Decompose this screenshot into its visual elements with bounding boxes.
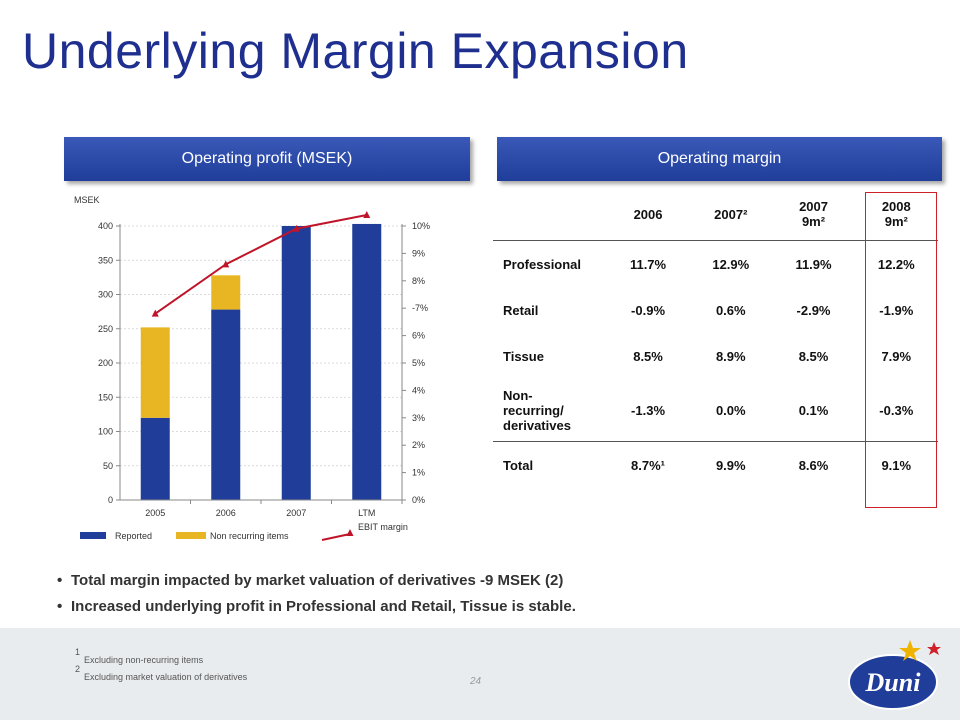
page-number: 24 bbox=[470, 676, 482, 687]
table-cell: -1.3% bbox=[631, 402, 666, 418]
y2-tick-label: 1% bbox=[412, 468, 425, 478]
y2-tick-label: 2% bbox=[412, 440, 425, 450]
table-cell: 9.1% bbox=[854, 441, 938, 488]
ebit-margin-point bbox=[292, 224, 300, 232]
y2-tick-label: 0% bbox=[412, 495, 425, 505]
bar-reported-2007 bbox=[281, 226, 311, 500]
legend-swatch-non-recurring bbox=[176, 532, 206, 539]
table-cell: 12.9% bbox=[689, 240, 773, 287]
y-tick-label: 50 bbox=[103, 461, 113, 471]
y-tick-label: 400 bbox=[98, 221, 113, 231]
row-label: Retail bbox=[503, 302, 539, 318]
y2-tick-label: 4% bbox=[412, 385, 425, 395]
y-tick-label: 0 bbox=[108, 495, 113, 505]
ebit-margin-point bbox=[151, 309, 159, 317]
y2-tick-label: 3% bbox=[412, 413, 425, 423]
x-tick-label: 2007 bbox=[286, 508, 306, 518]
table-cell: -0.3% bbox=[879, 402, 914, 418]
table-cell: -1.9% bbox=[879, 302, 914, 318]
operating-margin-banner: Operating margin bbox=[497, 137, 942, 181]
bullet-1: • Total margin impacted by market valuati… bbox=[57, 572, 564, 589]
row-label: Total bbox=[493, 441, 607, 488]
table-row: Retail -0.9% 0.6% -2.9% -1.9% bbox=[493, 287, 938, 333]
legend-swatch-reported bbox=[80, 532, 106, 539]
table-cell: 11.9% bbox=[772, 240, 855, 287]
ebit-margin-line bbox=[154, 214, 367, 315]
x-tick-label: 2006 bbox=[216, 508, 236, 518]
table-row: Total 8.7%¹ 9.9% 8.6% 9.1% bbox=[493, 441, 938, 488]
highlight-box-2008 bbox=[865, 192, 937, 508]
legend-label-ebit: EBIT margin bbox=[358, 522, 408, 532]
operating-profit-chart: MSEK 0 50 100 150 200 250 300 350 400 0% 1% 2% 3% 4% 5… bbox=[74, 195, 430, 541]
bar-reported-2006 bbox=[211, 309, 241, 500]
bar-reported-LTM bbox=[352, 223, 382, 500]
table-cell: 0.0% bbox=[715, 402, 746, 418]
ebit-margin-point bbox=[363, 211, 371, 219]
table-header-row: 2006 2007² 2007 9m² 2008 9m² bbox=[493, 188, 938, 241]
table-row: Professional 11.7% 12.9% 11.9% 12.2% bbox=[493, 240, 938, 287]
page-title: Underlying Margin Expansion bbox=[22, 23, 689, 79]
y2-tick-label: 8% bbox=[412, 276, 425, 286]
bar-non-recurring-2005 bbox=[140, 327, 170, 418]
footnote-2: 2Excluding market valuation of derivativ… bbox=[75, 664, 248, 682]
operating-margin-table: 2006 2007² 2007 9m² 2008 9m² Professional 11.7%… bbox=[493, 188, 938, 488]
red-star-icon bbox=[927, 642, 941, 655]
y2-tick-label: 10% bbox=[412, 221, 430, 231]
x-tick-label: LTM bbox=[358, 508, 375, 518]
table-cell: 0.6% bbox=[715, 302, 746, 318]
table-row: Non-recurring/derivatives -1.3% 0.0% 0.1% -0… bbox=[493, 379, 938, 442]
table-cell: 8.6% bbox=[772, 441, 855, 488]
y-tick-label: 150 bbox=[98, 392, 113, 402]
table-cell: 7.9% bbox=[881, 348, 912, 364]
bar-non-recurring-2006 bbox=[211, 275, 241, 310]
table-cell: -0.9% bbox=[631, 302, 666, 318]
row-label: Non-recurring/derivatives bbox=[503, 387, 571, 433]
y-tick-label: 350 bbox=[98, 255, 113, 265]
legend-line-ebit bbox=[321, 533, 351, 541]
table-header-cell: 2008 9m² bbox=[881, 199, 911, 229]
duni-logo: Duni bbox=[848, 640, 941, 710]
table-row: Tissue 8.5% 8.9% 8.5% 7.9% bbox=[493, 333, 938, 379]
footer-band bbox=[0, 628, 960, 720]
table-cell: 0.1% bbox=[798, 402, 829, 418]
row-label: Professional bbox=[493, 240, 607, 287]
bar-reported-2005 bbox=[140, 417, 170, 500]
table-header-cell bbox=[493, 188, 607, 241]
y2-tick-label: 6% bbox=[412, 331, 425, 341]
y-tick-label: 100 bbox=[98, 427, 113, 437]
footnote-1: 1Excluding non-recurring items bbox=[75, 647, 204, 665]
logo-text: Duni bbox=[865, 668, 922, 697]
table-cell: 9.9% bbox=[689, 441, 773, 488]
bullet-2: • Increased underlying profit in Professi… bbox=[57, 598, 576, 615]
table-header-cell: 2007 9m² bbox=[799, 199, 828, 229]
legend-marker-ebit bbox=[346, 529, 354, 536]
legend-label-non-recurring: Non recurring items bbox=[210, 531, 289, 541]
table-cell: 8.5% bbox=[798, 348, 829, 364]
y-tick-label: 300 bbox=[98, 290, 113, 300]
table-header-cell: 2007² bbox=[714, 206, 748, 222]
table-cell: 11.7% bbox=[607, 240, 690, 287]
row-label: Tissue bbox=[503, 348, 544, 364]
table-header-cell: 2006 bbox=[633, 206, 663, 222]
y-tick-label: 250 bbox=[98, 324, 113, 334]
y-tick-label: 200 bbox=[98, 358, 113, 368]
y2-tick-label: 9% bbox=[412, 248, 425, 258]
table-cell: 12.2% bbox=[854, 240, 938, 287]
y-axis-label: MSEK bbox=[74, 195, 100, 205]
y2-tick-label: 5% bbox=[412, 358, 425, 368]
bullet-list: • Total margin impacted by market valuati… bbox=[57, 572, 576, 624]
legend-label-reported: Reported bbox=[115, 531, 152, 541]
yellow-star-icon bbox=[899, 640, 921, 661]
table-cell: 8.7%¹ bbox=[607, 441, 690, 488]
x-tick-label: 2005 bbox=[145, 508, 165, 518]
ebit-margin-point bbox=[222, 260, 230, 268]
table-cell: 8.5% bbox=[633, 348, 663, 364]
table-cell: -2.9% bbox=[796, 302, 831, 318]
y2-tick-label: -7% bbox=[412, 303, 428, 313]
table-cell: 8.9% bbox=[715, 348, 746, 364]
operating-profit-banner: Operating profit (MSEK) bbox=[64, 137, 470, 181]
